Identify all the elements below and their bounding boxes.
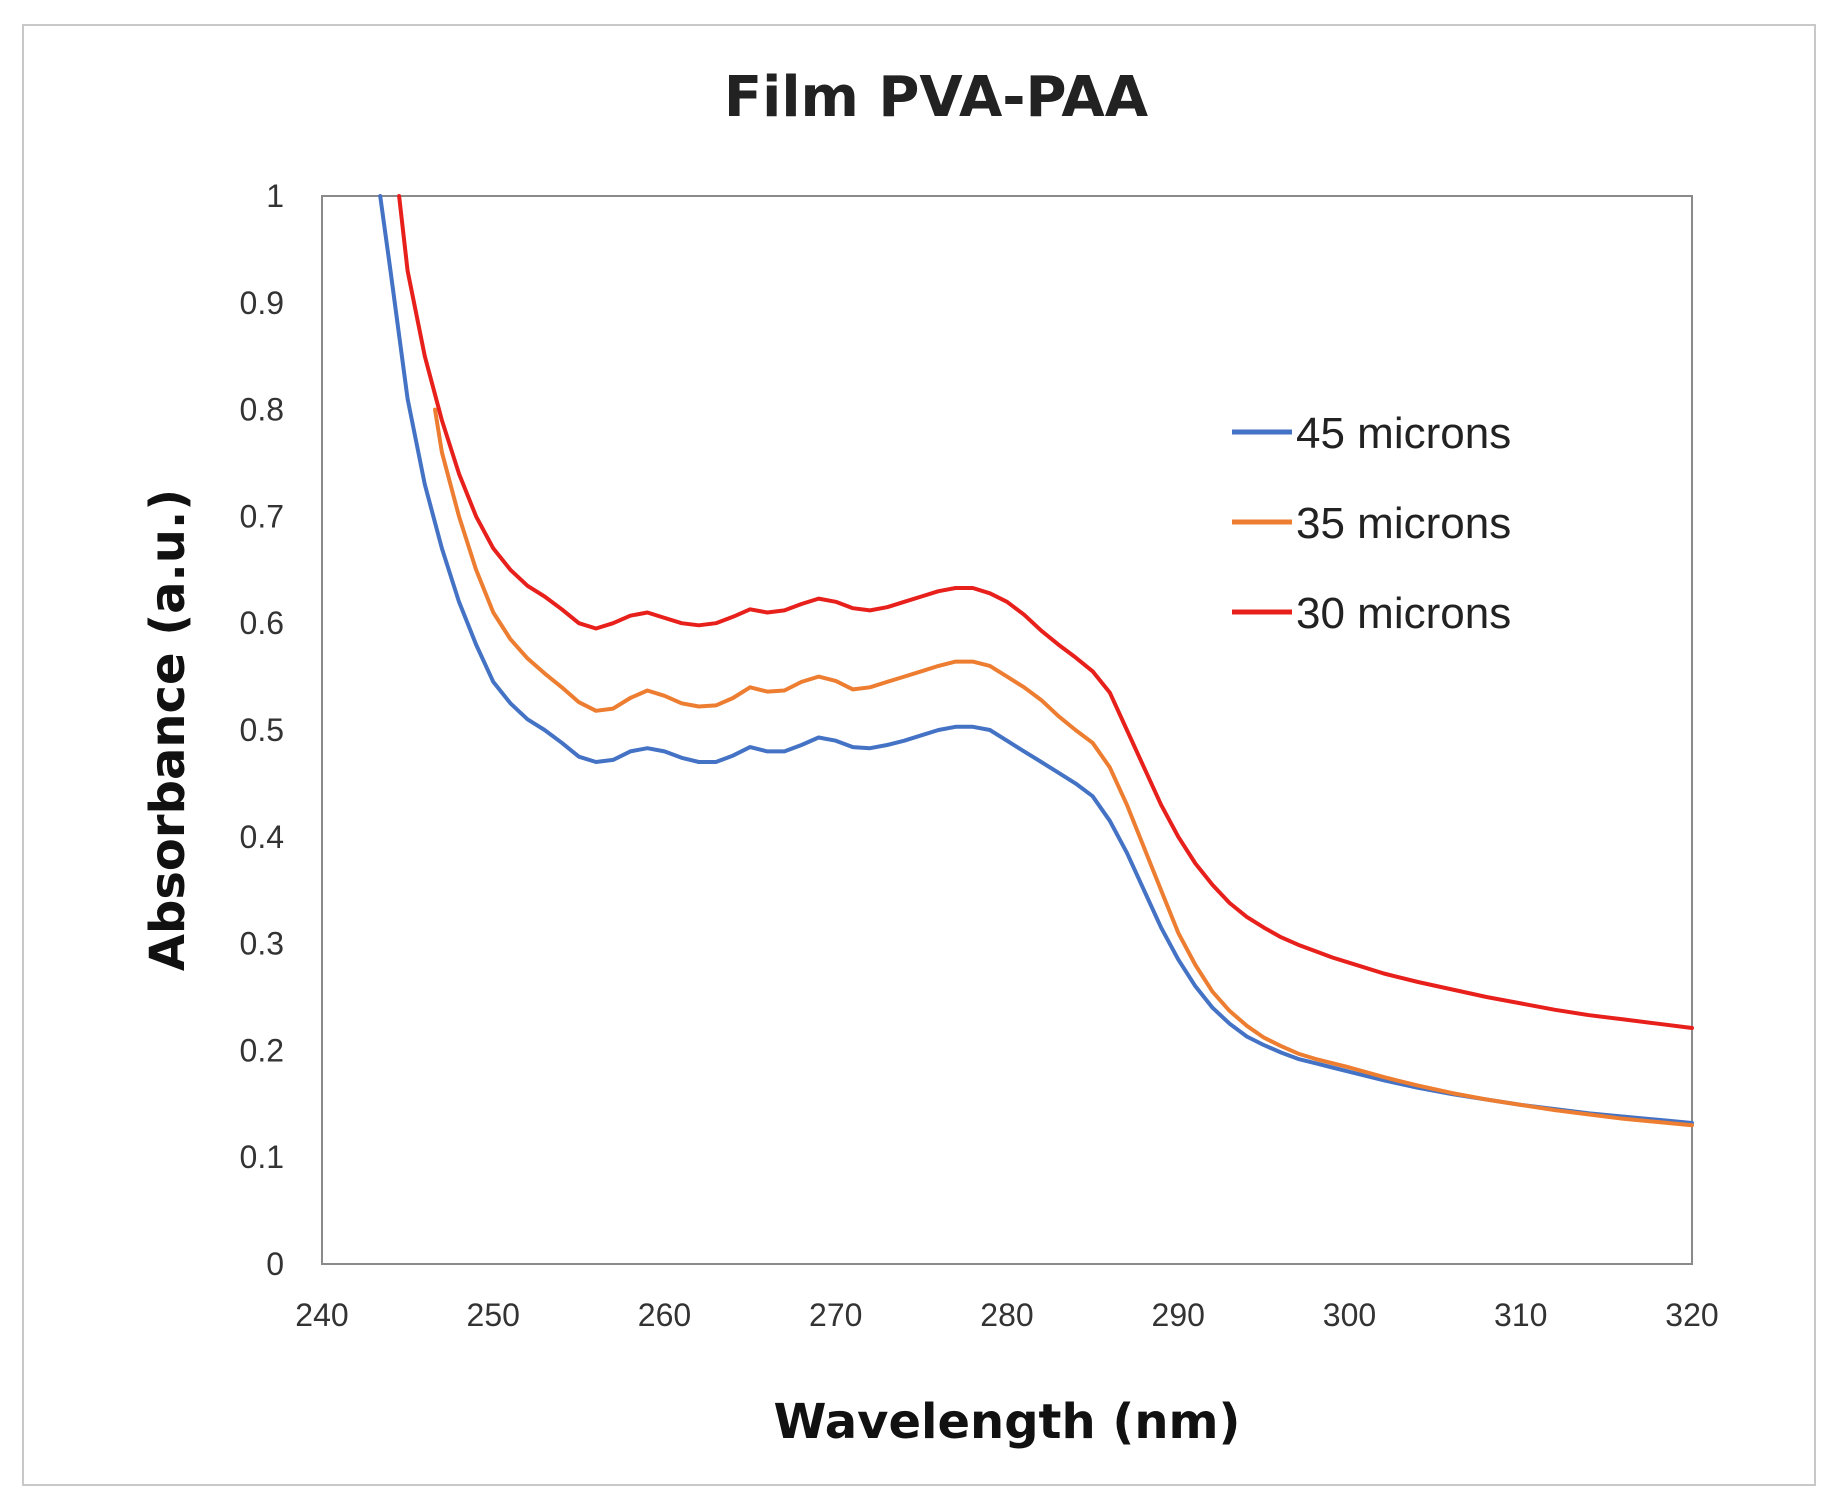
y-tick-label: 0.9 <box>240 285 284 321</box>
y-tick-label: 0.1 <box>240 1139 284 1175</box>
y-axis-title: Absorbance (a.u.) <box>140 489 196 971</box>
x-tick-label: 240 <box>295 1297 348 1333</box>
y-tick-label: 0.7 <box>240 498 284 534</box>
y-tick-label: 0.8 <box>240 392 284 428</box>
x-axis-title: Wavelength (nm) <box>774 1394 1241 1450</box>
x-tick-label: 300 <box>1323 1297 1376 1333</box>
x-axis-ticks: 240 250 260 270 280 290 300 310 320 <box>295 1297 1718 1333</box>
y-tick-label: 0.5 <box>240 712 284 748</box>
x-tick-label: 270 <box>809 1297 862 1333</box>
y-tick-label: 0.3 <box>240 926 284 962</box>
series-lines <box>378 194 1694 1128</box>
series-line-35-microns <box>433 407 1694 1128</box>
chart-svg: Film PVA-PAA 240 250 260 270 280 290 300 310 320… <box>140 65 1719 1450</box>
y-tick-label: 0 <box>266 1246 284 1282</box>
y-axis-ticks: 0 0.1 0.2 0.3 0.4 0.5 0.6 0.7 0.8 0.9 1 <box>240 178 284 1282</box>
x-tick-label: 280 <box>980 1297 1033 1333</box>
chart-title: Film PVA-PAA <box>724 65 1149 130</box>
series-line-45-microns <box>378 194 1694 1125</box>
series-line-30-microns <box>397 194 1694 1030</box>
legend-label: 45 microns <box>1296 409 1511 458</box>
x-tick-label: 260 <box>638 1297 691 1333</box>
x-tick-label: 290 <box>1152 1297 1205 1333</box>
legend-label: 35 microns <box>1296 499 1511 548</box>
x-tick-label: 320 <box>1665 1297 1718 1333</box>
y-tick-label: 0.4 <box>240 819 284 855</box>
y-tick-label: 0.6 <box>240 605 284 641</box>
y-tick-label: 1 <box>266 178 284 214</box>
legend-label: 30 microns <box>1296 589 1511 638</box>
x-tick-label: 310 <box>1494 1297 1547 1333</box>
x-tick-label: 250 <box>467 1297 520 1333</box>
plot-area <box>321 195 1693 1265</box>
chart-frame: Film PVA-PAA 240 250 260 270 280 290 300 310 320… <box>22 24 1816 1486</box>
y-tick-label: 0.2 <box>240 1032 284 1068</box>
legend: 45 microns 35 microns 30 microns <box>1232 409 1511 638</box>
